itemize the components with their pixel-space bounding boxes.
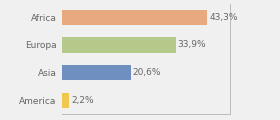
Bar xyxy=(62,65,131,80)
Bar xyxy=(62,37,176,53)
Bar xyxy=(62,93,69,108)
Text: 43,3%: 43,3% xyxy=(209,13,238,22)
Text: 20,6%: 20,6% xyxy=(133,68,161,77)
Bar xyxy=(62,10,207,25)
Text: 2,2%: 2,2% xyxy=(71,96,94,105)
Text: 33,9%: 33,9% xyxy=(178,41,206,49)
